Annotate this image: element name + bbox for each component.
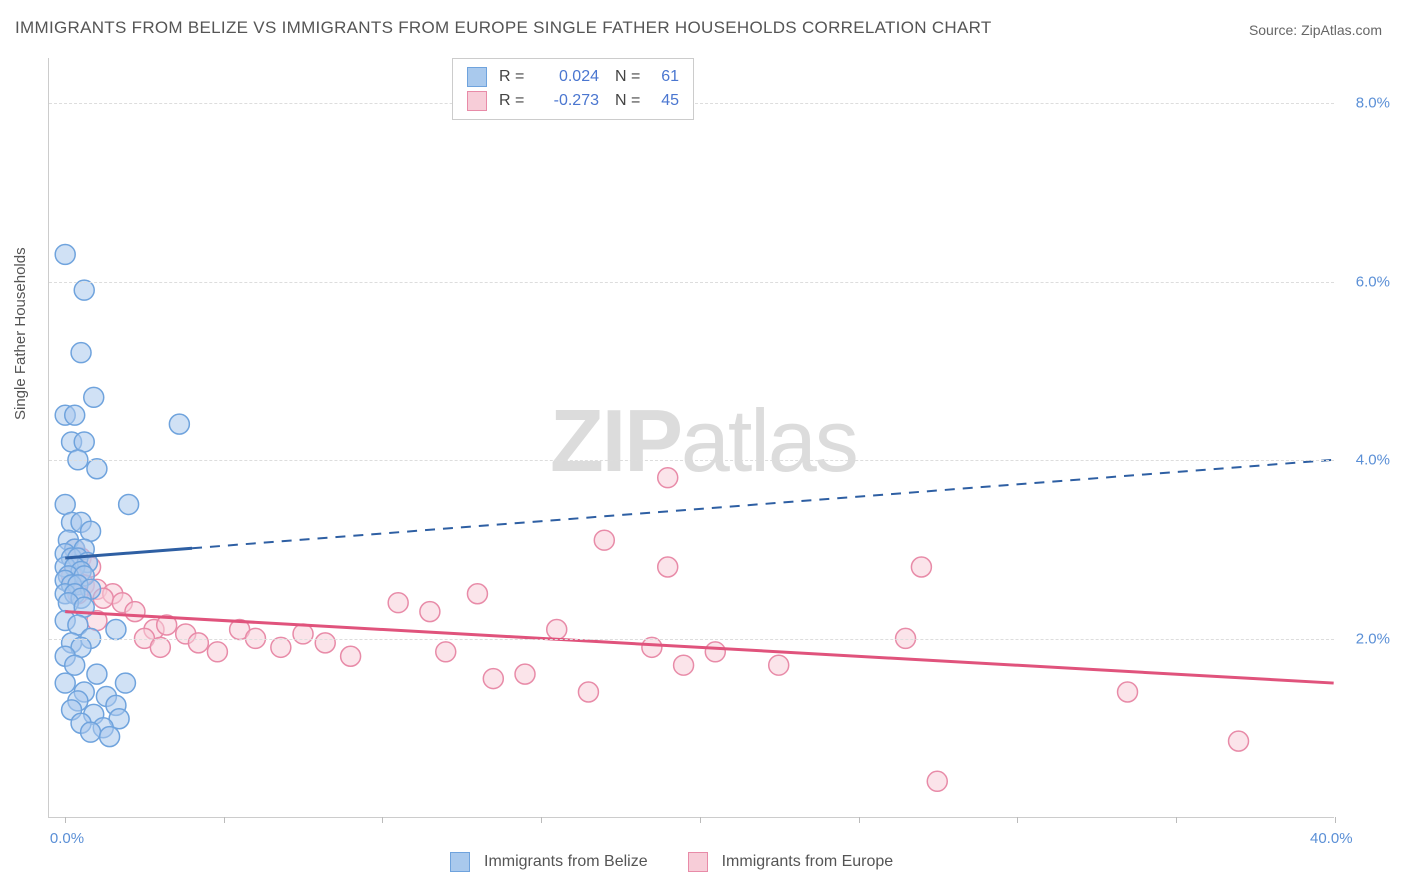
- x-tick-label-max: 40.0%: [1310, 830, 1353, 847]
- n-label: N =: [615, 65, 643, 89]
- stats-row-pink: R = -0.273 N = 45: [467, 89, 679, 113]
- data-point: [594, 530, 614, 550]
- data-point: [150, 637, 170, 657]
- swatch-blue: [467, 67, 487, 87]
- data-point: [71, 343, 91, 363]
- data-point: [207, 642, 227, 662]
- n-value-pink: 45: [649, 89, 679, 113]
- data-point: [55, 244, 75, 264]
- chart-title: IMMIGRANTS FROM BELIZE VS IMMIGRANTS FRO…: [15, 18, 992, 38]
- r-label: R =: [499, 65, 529, 89]
- data-point: [65, 655, 85, 675]
- data-point: [547, 619, 567, 639]
- swatch-pink: [467, 91, 487, 111]
- data-point: [106, 619, 126, 639]
- stats-row-blue: R = 0.024 N = 61: [467, 65, 679, 89]
- data-point: [1118, 682, 1138, 702]
- trend-line-blue-dashed: [192, 460, 1334, 548]
- data-point: [188, 633, 208, 653]
- r-value-pink: -0.273: [535, 89, 599, 113]
- data-point: [388, 593, 408, 613]
- y-tick-label: 8.0%: [1356, 94, 1390, 111]
- data-point: [911, 557, 931, 577]
- y-tick-label: 4.0%: [1356, 452, 1390, 469]
- data-point: [341, 646, 361, 666]
- data-point: [769, 655, 789, 675]
- data-point: [315, 633, 335, 653]
- legend-label-pink: Immigrants from Europe: [722, 853, 894, 871]
- legend-item-blue: Immigrants from Belize: [450, 852, 648, 872]
- y-tick-label: 6.0%: [1356, 273, 1390, 290]
- data-point: [467, 584, 487, 604]
- y-tick-label: 2.0%: [1356, 631, 1390, 648]
- data-point: [81, 722, 101, 742]
- legend-item-pink: Immigrants from Europe: [688, 852, 894, 872]
- swatch-blue: [450, 852, 470, 872]
- x-tick-label-min: 0.0%: [50, 830, 84, 847]
- data-point: [658, 557, 678, 577]
- swatch-pink: [688, 852, 708, 872]
- data-point: [125, 602, 145, 622]
- n-label: N =: [615, 89, 643, 113]
- data-point: [81, 521, 101, 541]
- data-point: [87, 664, 107, 684]
- data-point: [271, 637, 291, 657]
- data-point: [87, 459, 107, 479]
- data-point: [674, 655, 694, 675]
- r-value-blue: 0.024: [535, 65, 599, 89]
- legend-label-blue: Immigrants from Belize: [484, 853, 648, 871]
- data-point: [420, 602, 440, 622]
- data-point: [74, 280, 94, 300]
- n-value-blue: 61: [649, 65, 679, 89]
- plot-area: 2.0%4.0%6.0%8.0%0.0%40.0%: [48, 58, 1334, 818]
- data-point: [115, 673, 135, 693]
- data-point: [436, 642, 456, 662]
- series-legend: Immigrants from Belize Immigrants from E…: [450, 852, 893, 872]
- data-point: [55, 494, 75, 514]
- data-point: [293, 624, 313, 644]
- data-point: [55, 673, 75, 693]
- data-point: [705, 642, 725, 662]
- data-point: [1229, 731, 1249, 751]
- data-point: [65, 405, 85, 425]
- data-point: [927, 771, 947, 791]
- source-attribution: Source: ZipAtlas.com: [1249, 22, 1382, 38]
- data-point: [74, 432, 94, 452]
- data-point: [658, 468, 678, 488]
- r-label: R =: [499, 89, 529, 113]
- stats-legend: R = 0.024 N = 61 R = -0.273 N = 45: [452, 58, 694, 120]
- data-point: [642, 637, 662, 657]
- data-point: [515, 664, 535, 684]
- data-point: [169, 414, 189, 434]
- y-axis-title: Single Father Households: [12, 247, 29, 420]
- data-point: [578, 682, 598, 702]
- data-point: [119, 494, 139, 514]
- scatter-svg: [49, 58, 1334, 817]
- data-point: [84, 387, 104, 407]
- data-point: [483, 669, 503, 689]
- data-point: [100, 727, 120, 747]
